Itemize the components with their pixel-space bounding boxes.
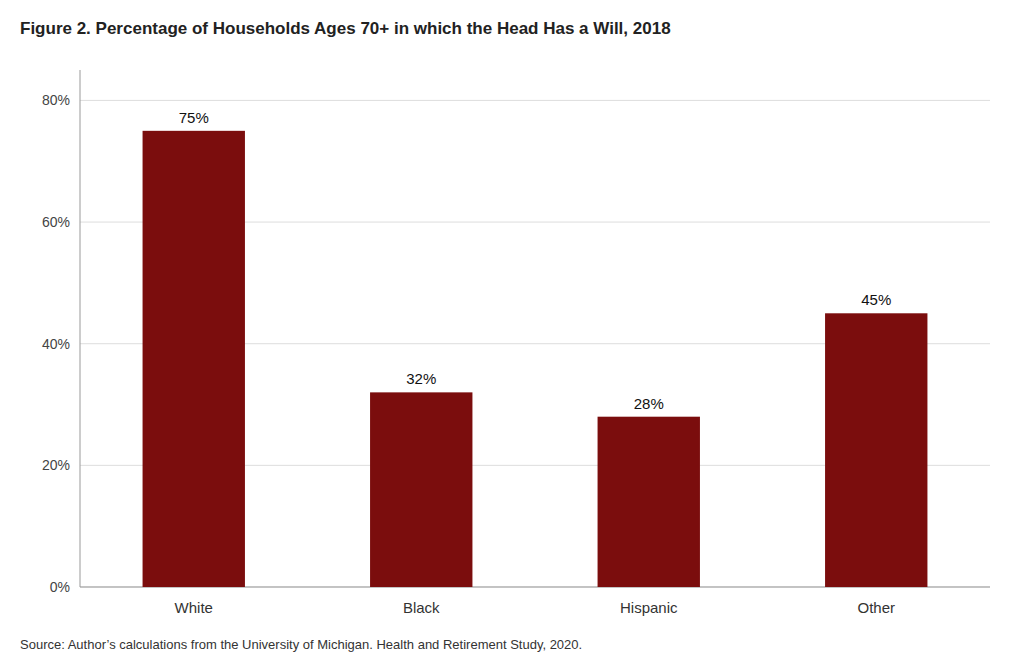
x-tick-label: Hispanic [620, 599, 678, 616]
x-tick-label: White [175, 599, 213, 616]
source-note: Source: Author’s calculations from the U… [20, 637, 582, 652]
bar [143, 131, 245, 587]
bars [143, 131, 928, 587]
chart-title: Figure 2. Percentage of Households Ages … [20, 19, 671, 38]
data-label: 28% [634, 395, 664, 412]
bar [825, 313, 927, 587]
bar [598, 417, 700, 587]
bar [370, 392, 472, 587]
data-label: 45% [861, 291, 891, 308]
x-tick-label: Other [857, 599, 895, 616]
data-label: 75% [179, 109, 209, 126]
grid [80, 100, 990, 587]
y-tick-label: 60% [42, 214, 70, 230]
grid-line [80, 100, 990, 101]
y-axis-line [80, 70, 81, 587]
chart-container: Figure 2. Percentage of Households Ages … [0, 0, 1024, 667]
y-tick-label: 40% [42, 336, 70, 352]
y-tick-label: 80% [42, 92, 70, 108]
y-tick-label: 0% [50, 579, 70, 595]
y-tick-label: 20% [42, 457, 70, 473]
chart-svg: Figure 2. Percentage of Households Ages … [0, 0, 1024, 667]
data-label: 32% [406, 370, 436, 387]
x-tick-label: Black [403, 599, 440, 616]
